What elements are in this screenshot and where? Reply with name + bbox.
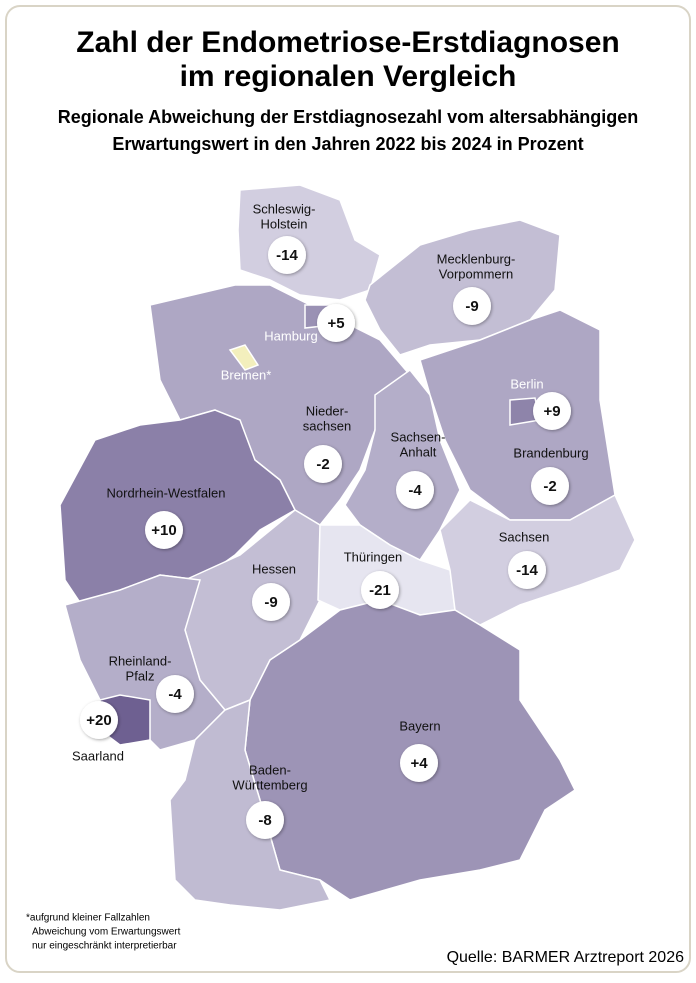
region-name: Brandenburg [513,445,588,460]
value-badge [531,467,569,505]
region-name: Nieder- [306,403,349,418]
region-value: -4 [408,482,422,499]
region-value: -9 [465,298,478,315]
value-badge [246,801,284,839]
value-badge [400,744,438,782]
region-name: Holstein [261,216,308,231]
region-value: +4 [410,755,428,772]
footnote: *aufgrund kleiner Fallzahlen [26,913,150,924]
region-name: Bremen* [221,367,272,382]
source: Quelle: BARMER Arztreport 2026 [447,949,685,966]
region-value: -9 [264,594,277,611]
region-name: Vorpommern [439,266,513,281]
region-value: -4 [168,686,182,703]
footnote: Abweichung vom Erwartungswert [32,927,181,938]
region-value: +9 [543,403,560,420]
region-name: Hamburg [264,328,317,343]
labels: Schleswig-Holstein -14 Mecklenburg-Vorpomm… [72,201,589,839]
value-badge [268,236,306,274]
value-badge [317,304,355,342]
region-name: Berlin [510,376,543,391]
value-badge [508,551,546,589]
subtitle: Erwartungswert in den Jahren 2022 bis 20… [112,134,583,154]
region-name: Schleswig- [253,201,316,216]
value-badge [252,583,290,621]
value-badge [156,675,194,713]
footnote: nur eingeschränkt interpretierbar [32,941,177,952]
region-value: -14 [516,562,538,579]
value-badge [145,511,183,549]
region-value: -21 [369,582,391,599]
region-name: sachsen [303,418,351,433]
value-badge [533,392,571,430]
title: Zahl der Endometriose-Erstdiagnosen [76,26,619,59]
region-name: Sachsen [499,529,550,544]
region-value: -2 [543,478,556,495]
value-badge [361,571,399,609]
value-badge [80,701,118,739]
region [237,184,381,301]
value-badge [396,471,434,509]
region-value: -14 [276,247,298,264]
region-value: -8 [258,812,271,829]
region-name: Pfalz [126,668,155,683]
region-value: -2 [316,456,329,473]
region-name: Sachsen- [391,429,446,444]
region-name: Saarland [72,748,124,763]
region-name: Nordrhein-Westfalen [107,485,226,500]
region-name: Bayern [399,718,440,733]
title: im regionalen Vergleich [180,60,517,93]
region-name: Mecklenburg- [437,251,516,266]
region [169,698,332,911]
region-value: +5 [327,315,344,332]
value-badge [304,445,342,483]
region-name: Rheinland- [109,653,172,668]
region-name: Württemberg [232,777,307,792]
subtitle: Regionale Abweichung der Erstdiagnosezah… [58,107,638,127]
region-value: +20 [86,712,111,729]
region-name: Hessen [252,561,296,576]
region [228,344,260,371]
region-name: Baden- [249,762,291,777]
region-name: Thüringen [344,549,403,564]
region-value: +10 [151,522,176,539]
value-badge [453,287,491,325]
region-name: Anhalt [400,444,437,459]
